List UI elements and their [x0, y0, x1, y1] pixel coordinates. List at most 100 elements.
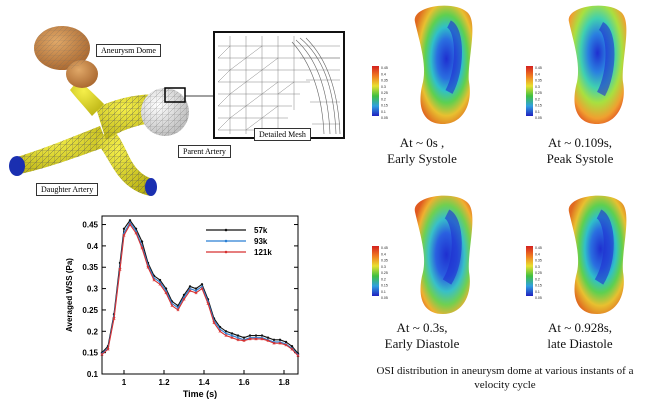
osi-caption-line2: velocity cycle — [474, 379, 536, 391]
osi-scale-tick: 0.15 — [535, 104, 542, 108]
data-point-121k — [146, 265, 150, 269]
osi-caption-4: At ~ 0.928s, late Diastole — [499, 320, 661, 352]
data-point-57k — [290, 345, 294, 348]
data-point-93k — [236, 336, 240, 339]
data-point-93k — [224, 332, 228, 335]
data-point-121k — [278, 341, 282, 345]
data-point-93k — [188, 287, 192, 290]
data-point-121k — [152, 278, 156, 282]
legend-marker — [224, 228, 228, 232]
osi-scale-tick: 0.45 — [535, 246, 542, 250]
osi-panel-1: 0.45 0.4 0.35 0.3 0.25 0.2 0.15 0.1 0.05 — [372, 5, 473, 125]
data-point-121k — [290, 347, 294, 351]
y-tick-label: 0.15 — [82, 349, 98, 358]
wss-chart: 0.1 0.15 0.2 0.25 0.3 0.35 0.4 0.45 1 1.2 1.4 1.6 1.… — [60, 210, 310, 400]
artery-schematic: Aneurysm Dome Detailed Mesh Parent Arter… — [0, 0, 352, 200]
y-tick-label: 0.1 — [87, 370, 99, 379]
osi-scale-tick: 0.1 — [381, 110, 386, 114]
legend-marker — [224, 250, 228, 254]
data-point-57k — [254, 334, 258, 337]
label-aneurysm-dome: Aneurysm Dome — [96, 44, 161, 57]
data-point-93k — [194, 289, 198, 292]
data-point-57k — [224, 330, 228, 333]
osi-scale-tick: 0.3 — [381, 265, 386, 269]
y-tick-label: 0.2 — [87, 327, 99, 336]
daughter-outlet-cap — [145, 178, 157, 196]
osi-phase-3: Early Diastole — [384, 336, 460, 351]
data-point-121k — [296, 354, 300, 358]
aneurysm-neck-shape — [70, 80, 104, 116]
data-point-121k — [164, 291, 168, 295]
osi-scale-tick: 0.25 — [381, 271, 388, 275]
data-point-121k — [284, 343, 288, 347]
data-point-121k — [260, 337, 264, 341]
plot-frame — [101, 215, 299, 375]
osi-scale-tick: 0.4 — [535, 252, 540, 256]
data-point-121k — [194, 291, 198, 295]
y-axis-label: Averaged WSS (Pa) — [65, 258, 74, 332]
data-point-57k — [242, 336, 246, 339]
data-point-121k — [266, 339, 270, 343]
data-point-121k — [134, 231, 138, 235]
osi-grid: 0.45 0.4 0.35 0.3 0.25 0.2 0.15 0.1 0.05 0.45 0.4… — [349, 0, 661, 401]
zoom-box — [164, 87, 186, 103]
x-tick-label: 1.8 — [278, 378, 290, 387]
osi-scale-tick: 0.35 — [381, 259, 388, 263]
data-point-121k — [100, 352, 104, 356]
osi-scale-tick: 0.35 — [535, 79, 542, 83]
data-point-121k — [218, 329, 222, 333]
y-tick-label: 0.4 — [87, 242, 99, 251]
data-point-57k — [200, 283, 204, 286]
y-tick-label: 0.35 — [82, 263, 98, 272]
data-point-121k — [176, 308, 180, 312]
label-detailed-mesh: Detailed Mesh — [254, 128, 311, 141]
osi-caption-line1: OSI distribution in aneurysm dome at var… — [376, 365, 634, 377]
data-point-93k — [158, 280, 162, 284]
osi-caption-2: At ~ 0.109s, Peak Systole — [499, 135, 661, 167]
y-tick-label: 0.45 — [82, 221, 98, 230]
osi-time-1: At ~ 0s , — [399, 135, 445, 150]
osi-scale-tick: 0.1 — [381, 290, 386, 294]
osi-scale-tick: 0.3 — [535, 265, 540, 269]
osi-scale-tick: 0.2 — [381, 277, 386, 281]
osi-scale-tick: 0.4 — [381, 252, 386, 256]
x-tick-label: 1.2 — [158, 378, 170, 387]
daughter-inlet-cap — [9, 156, 25, 176]
osi-scale-tick: 0.05 — [535, 116, 542, 120]
legend-label-57k: 57k — [254, 226, 268, 235]
data-point-121k — [112, 317, 116, 320]
data-point-121k — [158, 282, 162, 286]
data-point-121k — [170, 304, 174, 308]
osi-color-scale — [372, 66, 379, 116]
osi-scale-tick: 0.2 — [381, 97, 386, 101]
inlet-mesh-sphere — [141, 88, 189, 136]
data-point-57k — [248, 334, 252, 337]
osi-dome-early-systole — [414, 5, 473, 125]
x-axis-label: Time (s) — [183, 389, 217, 399]
osi-color-scale — [526, 66, 533, 116]
data-point-57k — [158, 278, 162, 282]
osi-scale-tick: 0.05 — [381, 116, 388, 120]
osi-scale-tick: 0.1 — [535, 290, 540, 294]
osi-scale-tick: 0.4 — [381, 72, 386, 76]
osi-dome-early-diastole — [414, 195, 473, 314]
osi-panel-4: 0.45 0.4 0.35 0.3 0.25 0.2 0.15 0.1 0.05 — [526, 195, 627, 314]
osi-color-scale — [526, 246, 533, 296]
osi-time-3: At ~ 0.3s, — [396, 320, 448, 335]
daughter-artery-right-shape — [96, 128, 157, 196]
osi-figure-caption: OSI distribution in aneurysm dome at var… — [349, 364, 661, 392]
data-point-121k — [242, 339, 246, 343]
osi-dome-late-diastole — [568, 195, 627, 314]
data-point-57k — [272, 338, 276, 342]
data-point-57k — [194, 287, 198, 290]
data-point-57k — [122, 227, 126, 231]
x-tick-label: 1.4 — [198, 378, 210, 387]
wss-chart-svg: 0.1 0.15 0.2 0.25 0.3 0.35 0.4 0.45 1 1.2 1.4 1.6 1.… — [65, 215, 300, 399]
osi-panel-2: 0.45 0.4 0.35 0.3 0.25 0.2 0.15 0.1 0.05 — [526, 5, 627, 125]
label-daughter-artery: Daughter Artery — [36, 183, 99, 196]
osi-time-4: At ~ 0.928s, — [547, 320, 613, 335]
legend-label-93k: 93k — [254, 237, 268, 246]
osi-scale-tick: 0.4 — [535, 72, 540, 76]
x-tick-label: 1 — [122, 378, 127, 387]
data-point-121k — [106, 347, 110, 351]
